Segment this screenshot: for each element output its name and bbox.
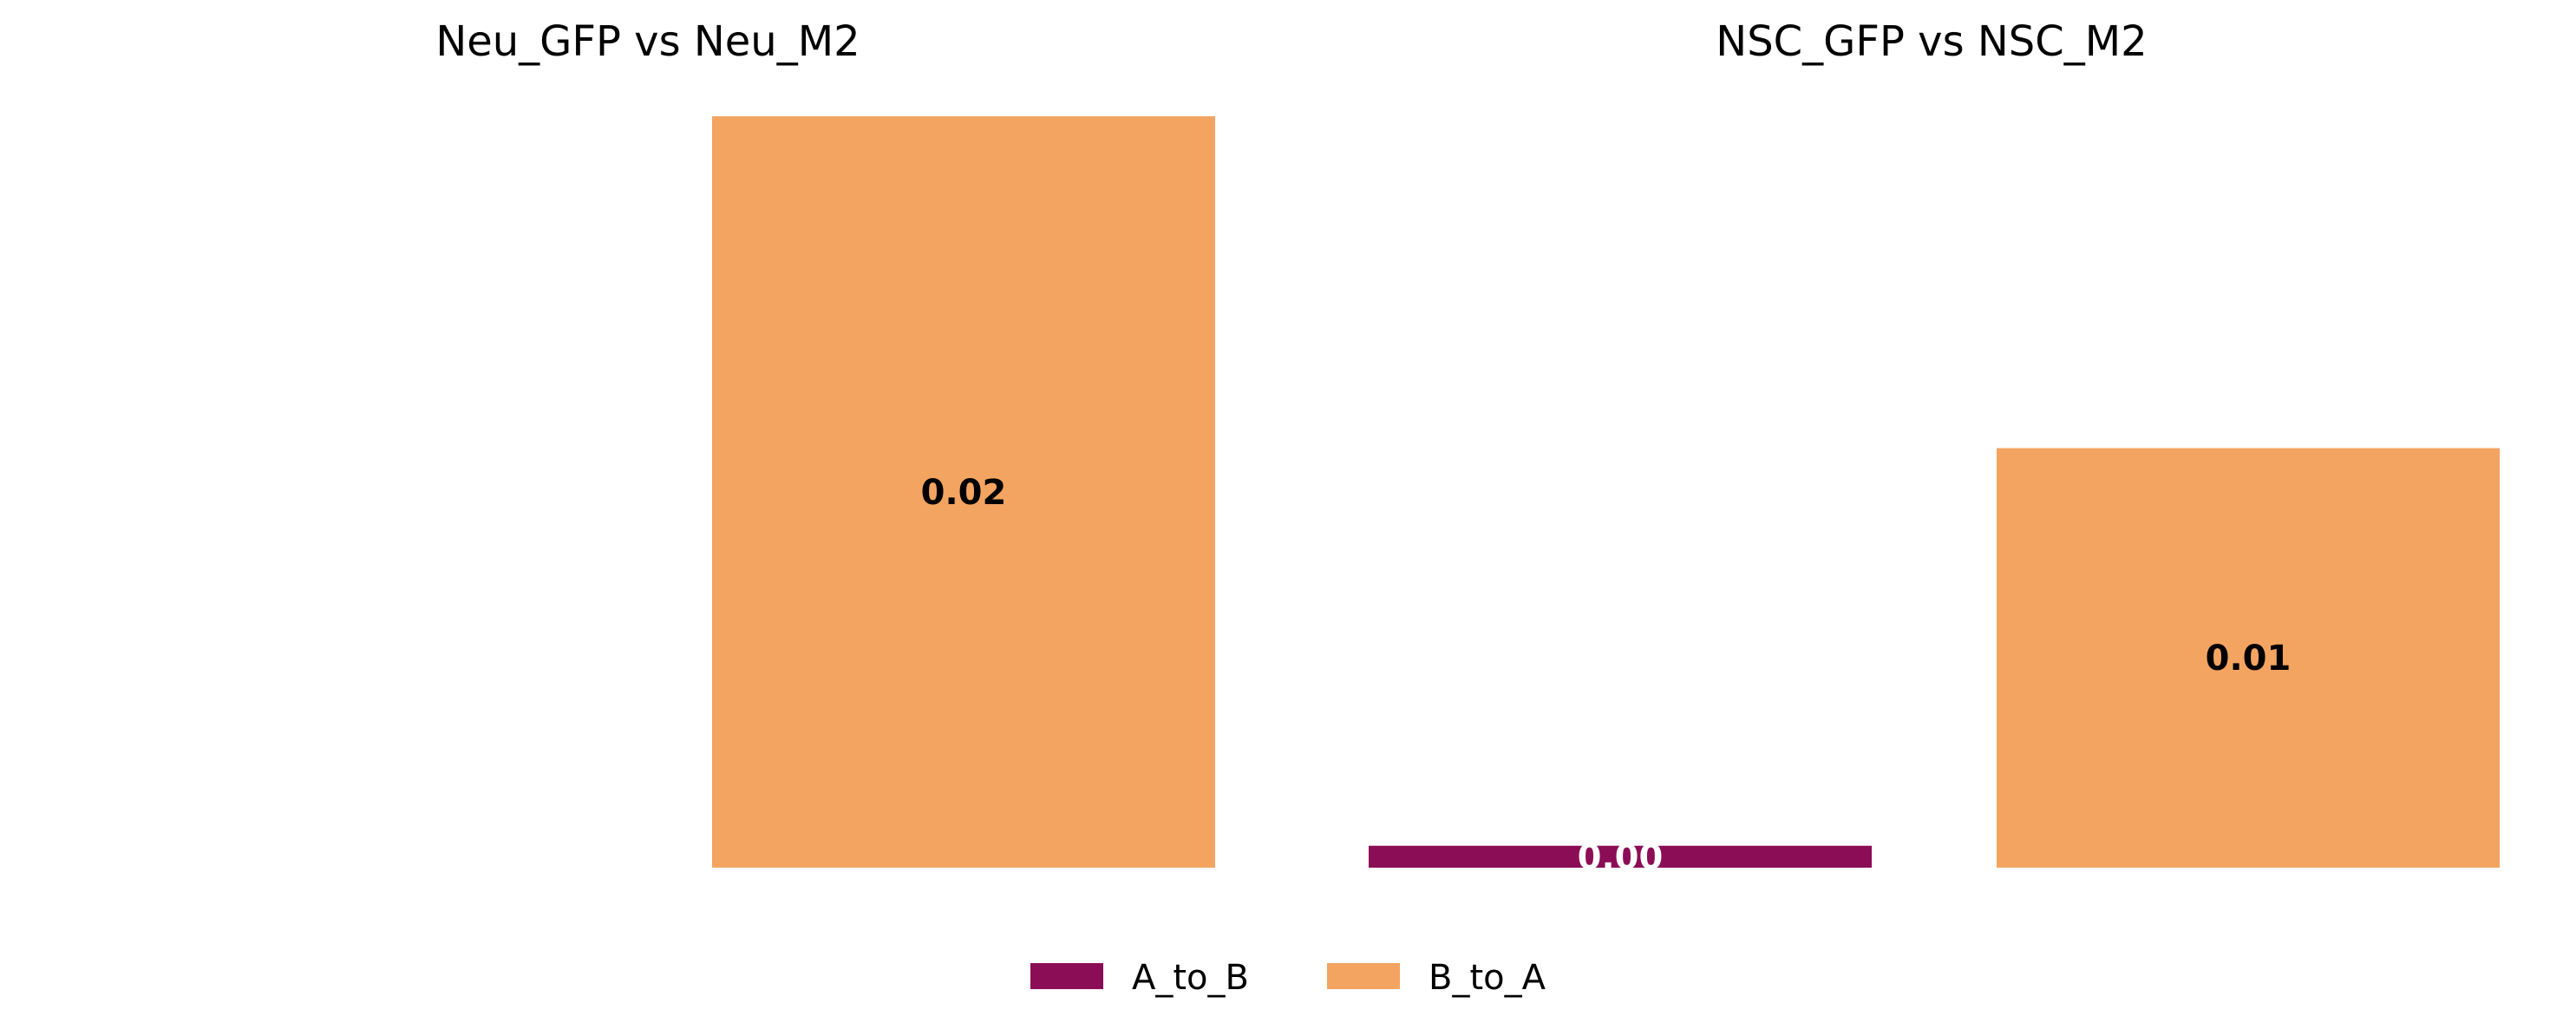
legend-item-a-to-b: A_to_B — [1030, 958, 1249, 998]
bar-group: 0.00 0.01 — [1369, 448, 2500, 877]
bar-a-to-b — [1369, 845, 1872, 868]
bar-b-to-a — [712, 116, 1215, 868]
bar-b-to-a — [1997, 448, 2500, 868]
bar-value-label: 0.00 — [1578, 837, 1664, 877]
legend-swatch — [1327, 963, 1400, 989]
panel-nsc: NSC_GFP vs NSC_M2 0.00 0.01 — [1369, 17, 2500, 877]
legend: A_to_B B_to_A — [1030, 958, 1546, 998]
bar-value-label: 0.01 — [2206, 639, 2292, 679]
legend-label: A_to_B — [1132, 958, 1249, 998]
panel-neu: Neu_GFP vs Neu_M2 0.02 — [435, 17, 1215, 868]
legend-swatch — [1030, 963, 1103, 989]
panel-title: Neu_GFP vs Neu_M2 — [435, 17, 860, 66]
legend-item-b-to-a: B_to_A — [1327, 958, 1546, 998]
bar-value-label: 0.02 — [921, 473, 1007, 513]
panel-title: NSC_GFP vs NSC_M2 — [1716, 17, 2147, 66]
bar-group: 0.02 — [712, 116, 1215, 868]
legend-label: B_to_A — [1429, 958, 1546, 998]
